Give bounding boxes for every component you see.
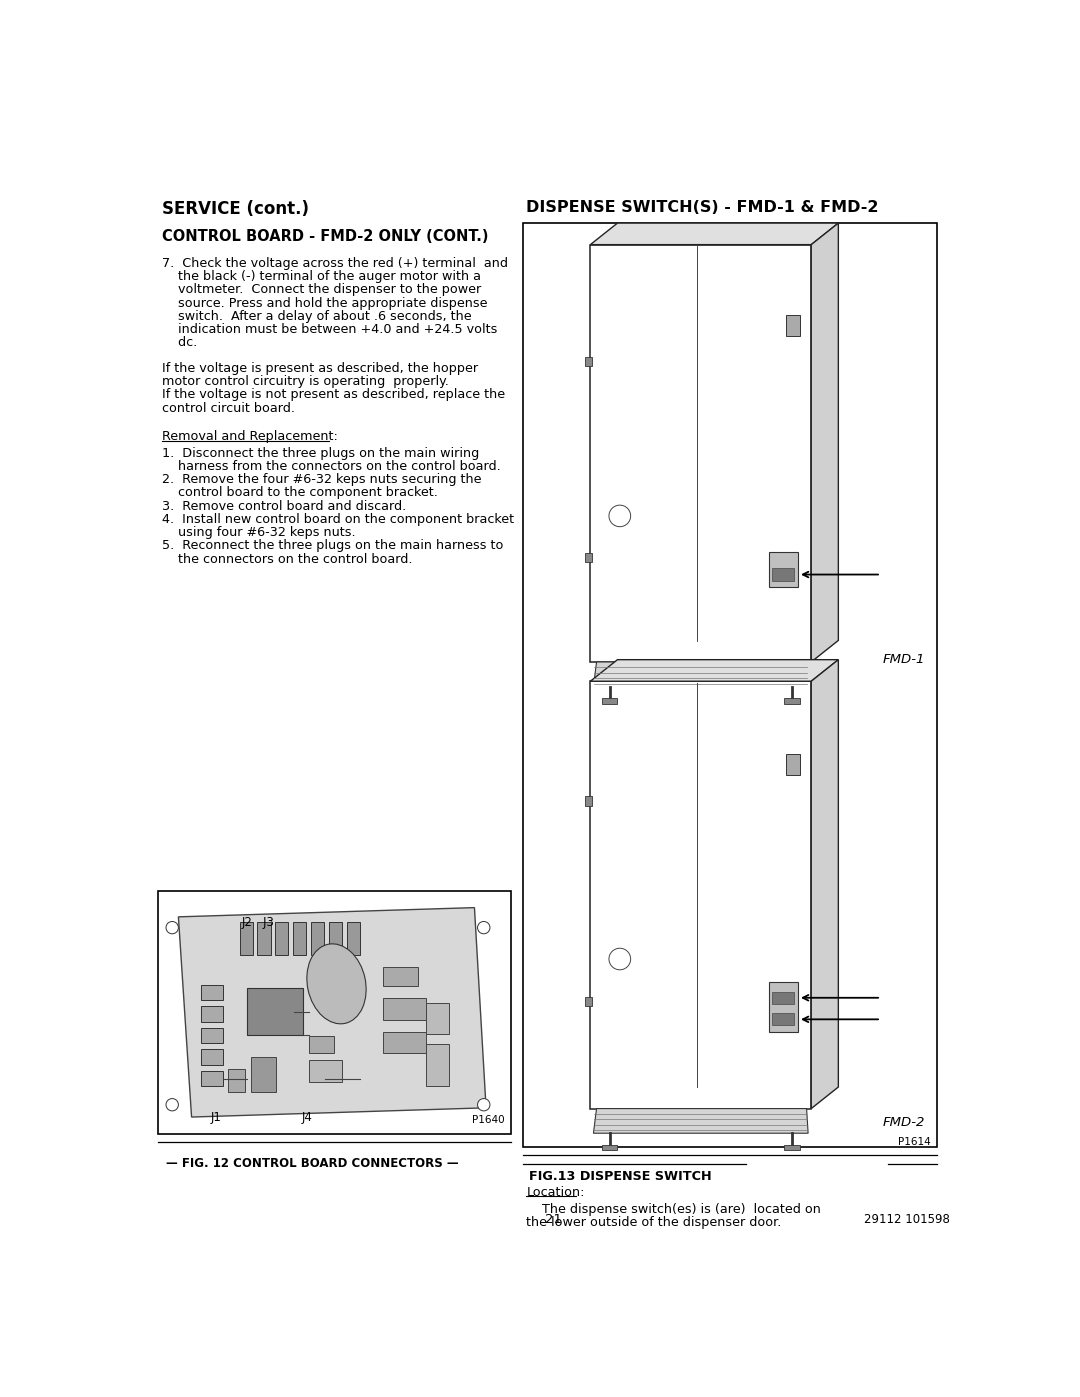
Text: CONTROL BOARD - FMD-2 ONLY (CONT.): CONTROL BOARD - FMD-2 ONLY (CONT.) — [162, 229, 488, 244]
Bar — [201, 1006, 222, 1021]
Circle shape — [609, 506, 631, 527]
Text: 29112 101598: 29112 101598 — [864, 1214, 950, 1227]
Text: J4: J4 — [301, 1111, 312, 1125]
Bar — [602, 698, 618, 704]
Text: dc.: dc. — [162, 337, 198, 349]
Text: control circuit board.: control circuit board. — [162, 402, 295, 415]
Text: the black (-) terminal of the auger motor with a: the black (-) terminal of the auger moto… — [162, 270, 481, 284]
Bar — [585, 997, 592, 1006]
Bar — [786, 754, 800, 775]
Circle shape — [166, 922, 178, 933]
Text: control board to the component bracket.: control board to the component bracket. — [162, 486, 438, 499]
Bar — [328, 922, 342, 954]
Bar — [585, 553, 592, 562]
Bar — [257, 922, 271, 954]
Bar — [523, 224, 937, 1147]
Polygon shape — [811, 659, 838, 1109]
Circle shape — [166, 1098, 178, 1111]
Text: If the voltage is not present as described, replace the: If the voltage is not present as describ… — [162, 388, 505, 401]
Polygon shape — [178, 908, 486, 1118]
Text: indication must be between +4.0 and +24.5 volts: indication must be between +4.0 and +24.… — [162, 323, 498, 337]
Text: the lower outside of the dispenser door.: the lower outside of the dispenser door. — [526, 1215, 782, 1229]
Bar — [275, 922, 288, 954]
Text: If the voltage is present as described, the hopper: If the voltage is present as described, … — [162, 362, 478, 374]
Text: 4.  Install new control board on the component bracket: 4. Install new control board on the comp… — [162, 513, 514, 525]
Text: FIG.13 DISPENSE SWITCH: FIG.13 DISPENSE SWITCH — [529, 1171, 712, 1183]
Bar — [383, 999, 426, 1020]
Bar — [769, 552, 798, 587]
Bar — [309, 1060, 342, 1081]
Bar — [347, 922, 360, 954]
Text: 5.  Reconnect the three plugs on the main harness to: 5. Reconnect the three plugs on the main… — [162, 539, 503, 552]
Text: 2.  Remove the four #6-32 keps nuts securing the: 2. Remove the four #6-32 keps nuts secur… — [162, 474, 482, 486]
Text: — FIG. 12 CONTROL BOARD CONNECTORS —: — FIG. 12 CONTROL BOARD CONNECTORS — — [166, 1157, 459, 1171]
Bar — [426, 1003, 449, 1034]
Bar — [585, 356, 592, 366]
Bar — [240, 922, 253, 954]
Text: voltmeter.  Connect the dispenser to the power: voltmeter. Connect the dispenser to the … — [162, 284, 482, 296]
Text: P1640: P1640 — [472, 1115, 504, 1125]
Circle shape — [609, 949, 631, 970]
Bar — [784, 1144, 799, 1150]
Polygon shape — [811, 224, 838, 662]
Bar — [247, 988, 303, 1035]
Polygon shape — [591, 224, 838, 244]
Bar — [772, 569, 794, 581]
Text: SERVICE (cont.): SERVICE (cont.) — [162, 200, 309, 218]
Text: FMD-1: FMD-1 — [883, 652, 926, 666]
Bar — [786, 314, 800, 337]
Bar — [772, 1013, 794, 1025]
Text: harness from the connectors on the control board.: harness from the connectors on the contr… — [162, 460, 501, 474]
Circle shape — [477, 922, 490, 933]
Bar — [426, 1044, 449, 1087]
Text: 7.  Check the voltage across the red (+) terminal  and: 7. Check the voltage across the red (+) … — [162, 257, 508, 270]
Text: switch.  After a delay of about .6 seconds, the: switch. After a delay of about .6 second… — [162, 310, 472, 323]
Text: J1: J1 — [211, 1111, 221, 1125]
Bar — [784, 698, 799, 704]
Bar — [201, 1028, 222, 1044]
Bar — [585, 796, 592, 806]
Text: the connectors on the control board.: the connectors on the control board. — [162, 553, 413, 566]
Polygon shape — [591, 659, 838, 682]
Bar — [591, 244, 811, 662]
Bar — [252, 1058, 276, 1091]
Bar — [772, 992, 794, 1004]
Polygon shape — [593, 662, 808, 686]
Circle shape — [477, 1098, 490, 1111]
Bar — [228, 1069, 245, 1091]
Bar — [293, 922, 307, 954]
Text: 21: 21 — [545, 1214, 562, 1227]
Bar — [591, 682, 811, 1109]
Bar — [383, 967, 418, 986]
Polygon shape — [593, 1109, 808, 1133]
Text: FMD-2: FMD-2 — [883, 1116, 926, 1129]
Text: Removal and Replacement:: Removal and Replacement: — [162, 430, 338, 443]
Text: 3.  Remove control board and discard.: 3. Remove control board and discard. — [162, 500, 406, 513]
Bar — [309, 1037, 334, 1053]
Ellipse shape — [307, 944, 366, 1024]
Text: Location:: Location: — [526, 1186, 585, 1199]
Text: 1.  Disconnect the three plugs on the main wiring: 1. Disconnect the three plugs on the mai… — [162, 447, 480, 460]
Text: The dispense switch(es) is (are)  located on: The dispense switch(es) is (are) located… — [526, 1203, 821, 1215]
Bar — [201, 1071, 222, 1087]
Bar — [311, 922, 324, 954]
Text: P1614: P1614 — [899, 1137, 931, 1147]
Bar — [159, 891, 511, 1134]
Bar — [201, 985, 222, 1000]
Text: using four #6-32 keps nuts.: using four #6-32 keps nuts. — [162, 527, 355, 539]
Text: J2   J3: J2 J3 — [242, 916, 274, 929]
Bar — [769, 982, 798, 1031]
Text: source. Press and hold the appropriate dispense: source. Press and hold the appropriate d… — [162, 296, 488, 310]
Bar — [602, 1144, 618, 1150]
Bar — [383, 1031, 426, 1053]
Bar — [201, 1049, 222, 1065]
Text: motor control circuitry is operating  properly.: motor control circuitry is operating pro… — [162, 376, 449, 388]
Text: DISPENSE SWITCH(S) - FMD-1 & FMD-2: DISPENSE SWITCH(S) - FMD-1 & FMD-2 — [526, 200, 879, 215]
